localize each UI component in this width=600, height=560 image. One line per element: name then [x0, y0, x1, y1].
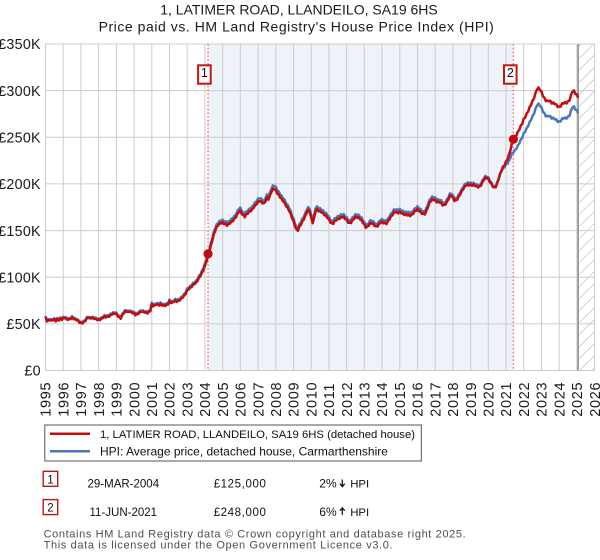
- svg-text:2021: 2021: [499, 382, 515, 417]
- svg-text:11-JUN-2021: 11-JUN-2021: [90, 507, 158, 519]
- svg-text:1996: 1996: [56, 382, 72, 417]
- svg-text:2013: 2013: [358, 382, 374, 417]
- svg-text:2010: 2010: [304, 382, 320, 417]
- svg-text:2025: 2025: [570, 382, 586, 417]
- svg-text:2003: 2003: [180, 382, 196, 417]
- svg-text:2016: 2016: [411, 382, 427, 417]
- svg-text:£250K: £250K: [0, 131, 41, 147]
- svg-text:1: 1: [201, 66, 208, 80]
- svg-text:Contains HM Land Registry data: Contains HM Land Registry data © Crown c…: [44, 529, 467, 541]
- svg-text:2026: 2026: [588, 382, 600, 417]
- svg-text:£248,000: £248,000: [214, 507, 267, 519]
- svg-text:£50K: £50K: [6, 317, 41, 333]
- svg-text:2015: 2015: [393, 382, 409, 417]
- svg-text:£150K: £150K: [0, 224, 41, 240]
- svg-text:2004: 2004: [198, 382, 214, 417]
- svg-text:2008: 2008: [269, 382, 285, 417]
- svg-text:1, LATIMER ROAD, LLANDEILO, SA: 1, LATIMER ROAD, LLANDEILO, SA19 6HS (de…: [100, 429, 415, 441]
- svg-text:2024: 2024: [552, 382, 568, 417]
- svg-text:2012: 2012: [340, 382, 356, 417]
- svg-text:£100K: £100K: [0, 270, 41, 286]
- svg-text:1: 1: [47, 474, 53, 486]
- svg-text:£350K: £350K: [0, 37, 41, 53]
- svg-text:2: 2: [507, 66, 514, 80]
- svg-text:2019: 2019: [464, 382, 480, 417]
- svg-text:2005: 2005: [216, 382, 232, 417]
- svg-text:2000: 2000: [127, 382, 143, 417]
- svg-text:2007: 2007: [251, 382, 267, 417]
- svg-text:1999: 1999: [110, 382, 126, 417]
- svg-text:6%: 6%: [319, 505, 337, 519]
- svg-text:1, LATIMER ROAD, LLANDEILO, SA: 1, LATIMER ROAD, LLANDEILO, SA19 6HS: [160, 2, 438, 18]
- svg-text:HPI: HPI: [350, 479, 369, 491]
- svg-text:This data is licensed under th: This data is licensed under the Open Gov…: [44, 540, 394, 552]
- svg-text:£125,000: £125,000: [214, 479, 267, 491]
- svg-text:2022: 2022: [517, 382, 533, 417]
- svg-text:2014: 2014: [375, 382, 391, 417]
- svg-text:2017: 2017: [428, 382, 444, 417]
- svg-text:2020: 2020: [482, 382, 498, 417]
- svg-text:£300K: £300K: [0, 84, 41, 100]
- svg-text:2002: 2002: [163, 382, 179, 417]
- svg-text:2011: 2011: [322, 383, 338, 417]
- svg-text:1995: 1995: [39, 382, 55, 417]
- svg-text:1997: 1997: [74, 382, 90, 417]
- svg-text:2023: 2023: [535, 382, 551, 417]
- svg-text:HPI: Average price, detached h: HPI: Average price, detached house, Carm…: [100, 445, 388, 459]
- svg-text:2006: 2006: [234, 382, 250, 417]
- svg-text:HPI: HPI: [350, 507, 369, 519]
- svg-text:2%: 2%: [319, 477, 337, 491]
- svg-text:2018: 2018: [446, 382, 462, 417]
- svg-text:Price paid vs. HM Land Registr: Price paid vs. HM Land Registry's House …: [99, 19, 495, 35]
- svg-text:29-MAR-2004: 29-MAR-2004: [88, 479, 160, 491]
- svg-text:£200K: £200K: [0, 177, 41, 193]
- svg-text:2009: 2009: [287, 382, 303, 417]
- svg-text:2: 2: [47, 503, 53, 515]
- svg-text:£0: £0: [24, 364, 40, 380]
- svg-text:1998: 1998: [92, 382, 108, 417]
- svg-text:2001: 2001: [145, 382, 161, 417]
